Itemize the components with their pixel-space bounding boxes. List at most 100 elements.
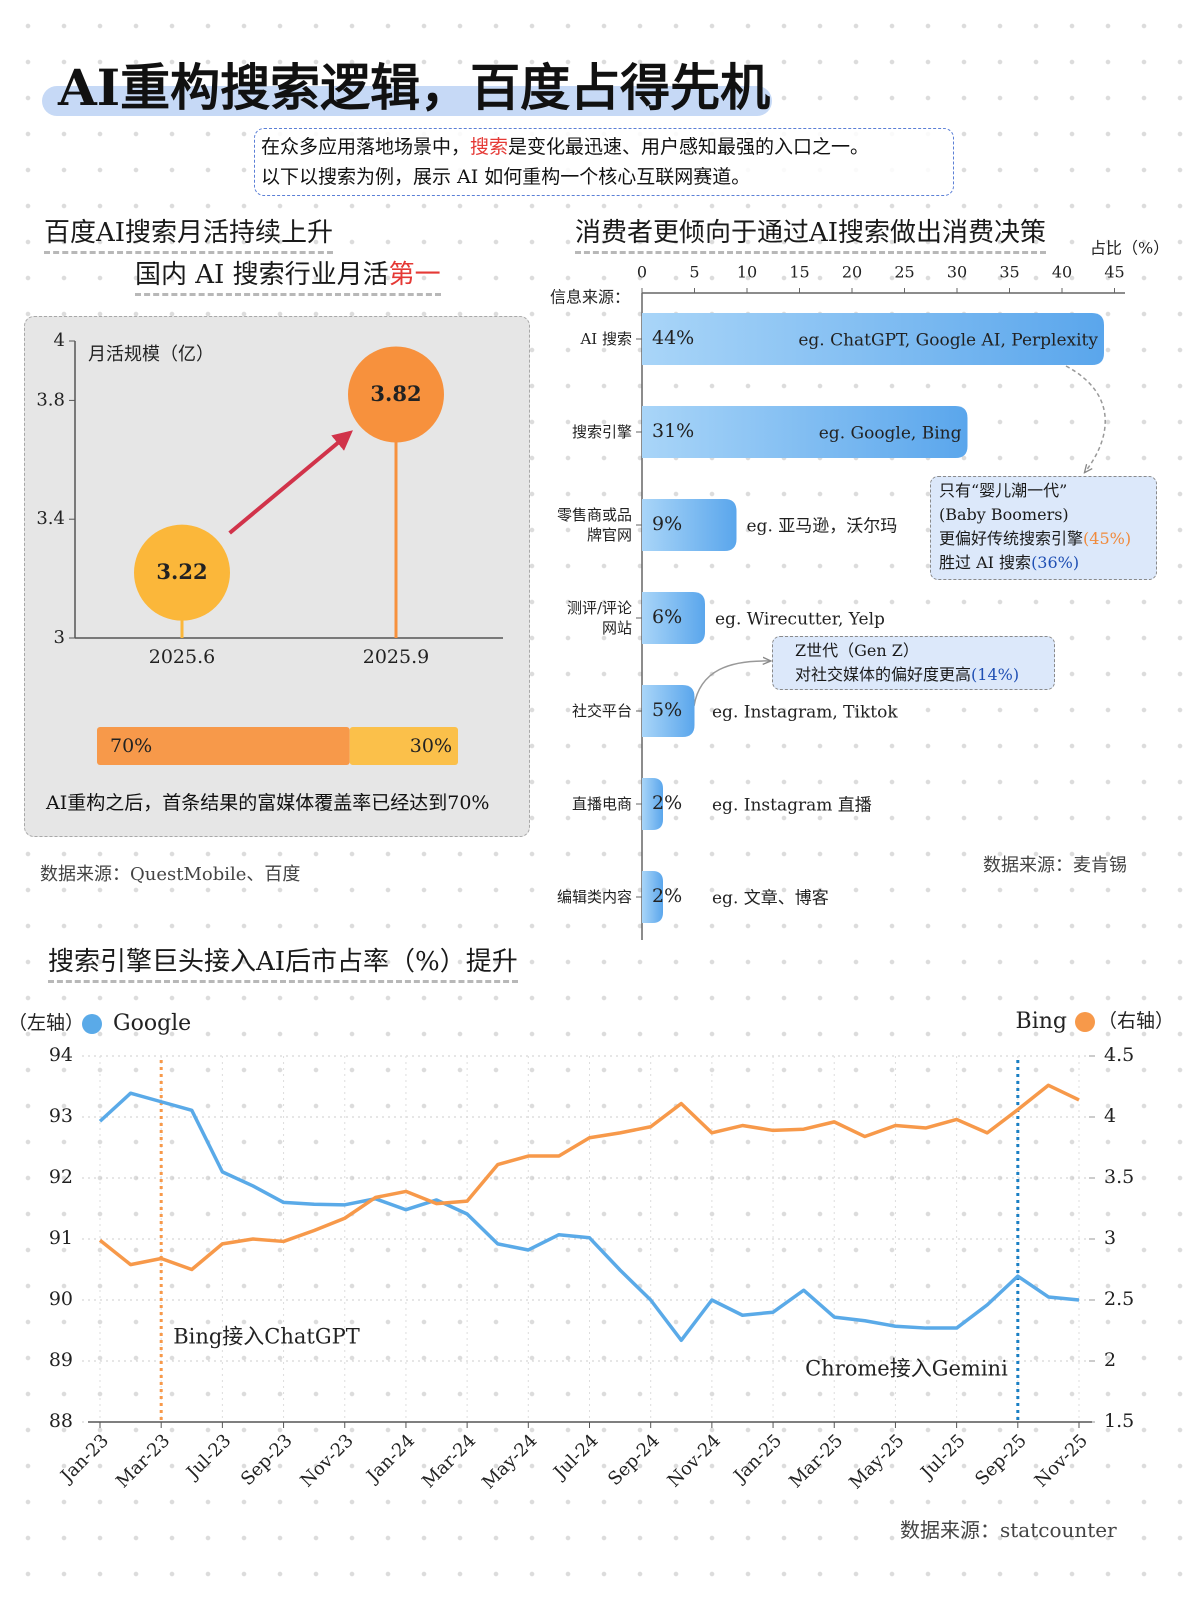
section-title: 消费者更倾向于通过AI搜索做出消费决策 — [575, 212, 1047, 254]
y-tick-label: 社交平台 — [571, 702, 632, 720]
callout-line: 只有“婴儿潮一代” — [939, 481, 1068, 500]
x-tick-label: 20 — [842, 263, 862, 282]
y2-tick-label: 2 — [1104, 1349, 1116, 1371]
bar-example: eg. Instagram, Tiktok — [712, 703, 898, 723]
y-tick-label: 92 — [49, 1166, 73, 1188]
callout-highlight: (45%) — [1083, 529, 1132, 548]
x-tick-label: 5 — [689, 263, 699, 282]
bar — [642, 499, 737, 551]
x-tick-label: May-25 — [845, 1430, 908, 1493]
x-tick-label: Jan-23 — [55, 1430, 113, 1488]
y-tick-label: AI 搜索 — [580, 330, 632, 348]
legend-label: Bing — [1016, 1009, 1067, 1034]
x-tick-label: Sep-23 — [237, 1430, 297, 1490]
value-label: 3.82 — [370, 381, 421, 406]
callout-line: 更偏好传统搜索引擎(45%) — [939, 527, 1148, 551]
intro: 在众多应用落地场景中，搜索是变化最迅速、用户感知最强的入口之一。 以下以搜索为例… — [254, 128, 954, 196]
legend-marker — [82, 1014, 102, 1034]
intro-line: 以下以搜索为例，展示 AI 如何重构一个核心互联网赛道。 — [261, 166, 751, 188]
bar-example: eg. 文章、博客 — [712, 889, 829, 909]
x-tick-label: Sep-24 — [604, 1430, 664, 1490]
y-tick-label: 93 — [49, 1105, 73, 1127]
x-tick-label: Jul-24 — [548, 1430, 602, 1484]
y-tick-label: 3.4 — [36, 508, 65, 529]
callout-connector — [693, 661, 770, 707]
y-tick-label: 3 — [54, 627, 65, 648]
callout-line: 对社交媒体的偏好度更高(14%) — [795, 663, 1032, 687]
bar — [642, 778, 663, 830]
intro-highlight: 搜索 — [470, 136, 509, 158]
section-title: 搜索引擎巨头接入AI后市占率（%）提升 — [48, 941, 518, 983]
value-label: 44% — [652, 327, 694, 349]
x-tick-label: 15 — [789, 263, 809, 282]
callout-text: 胜过 AI 搜索 — [939, 553, 1032, 572]
x-tick-label: 0 — [637, 263, 647, 282]
legend-marker — [1075, 1012, 1095, 1032]
x-tick-label: Mar-23 — [112, 1430, 174, 1492]
annotation: Chrome接入Gemini — [805, 1357, 1008, 1381]
y2-tick-label: 4 — [1104, 1105, 1116, 1127]
share-segment — [349, 727, 458, 765]
y2-tick-label: 4.5 — [1104, 1044, 1134, 1066]
x-tick-label: Jul-25 — [916, 1430, 970, 1484]
y-tick-label: 91 — [49, 1227, 73, 1249]
y2-tick-label: 3 — [1104, 1227, 1116, 1249]
axis-label: 占比（%） — [1090, 239, 1169, 258]
value-label: 2% — [652, 792, 682, 814]
x-tick-label: Sep-25 — [971, 1430, 1031, 1490]
value-label: 9% — [652, 513, 682, 535]
callout: Z世代（Gen Z） 对社交媒体的偏好度更高(14%) — [772, 636, 1055, 690]
y-tick-label: 测评/评论网站 — [566, 599, 632, 637]
axis-label: （左轴） — [8, 1012, 84, 1034]
callout-text: 更偏好传统搜索引擎 — [939, 529, 1084, 548]
intro-text: 在众多应用落地场景中， — [261, 136, 471, 158]
x-tick-label: 40 — [1052, 263, 1072, 282]
y-tick-label: 搜索引擎 — [571, 423, 632, 441]
y2-tick-label: 3.5 — [1104, 1166, 1134, 1188]
bubble — [348, 346, 444, 443]
x-tick-label: Mar-25 — [785, 1430, 847, 1492]
intro-text: 是变化最迅速、用户感知最强的入口之一。 — [508, 136, 870, 158]
bar-example: eg. 亚马逊，沃尔玛 — [747, 517, 898, 537]
y-tick-label: 88 — [49, 1410, 73, 1432]
bar — [642, 406, 968, 458]
value-label: 2% — [652, 885, 682, 907]
value-label: 5% — [652, 699, 682, 721]
bar-example: eg. Wirecutter, Yelp — [715, 610, 885, 630]
x-tick-label: Jul-23 — [181, 1430, 235, 1484]
value-label: 70% — [110, 735, 152, 757]
title-highlight — [42, 86, 772, 116]
x-tick-label: 2025.6 — [149, 646, 215, 668]
x-tick-label: 45 — [1104, 263, 1124, 282]
callout: 只有“婴儿潮一代” (Baby Boomers) 更偏好传统搜索引擎(45%) … — [930, 476, 1157, 580]
subtitle-highlight: 第一 — [388, 260, 441, 290]
page-title: AI重构搜索逻辑，百度占得先机 — [58, 58, 771, 117]
legend-label: Google — [113, 1011, 191, 1036]
x-tick-label: Jan-24 — [361, 1430, 419, 1488]
value-label: 30% — [410, 735, 452, 757]
bar-example: eg. Instagram 直播 — [712, 796, 872, 816]
x-tick-label: May-24 — [478, 1430, 541, 1493]
value-label: 31% — [652, 420, 694, 442]
x-tick-label: 2025.9 — [363, 646, 429, 668]
x-tick-label: 10 — [737, 263, 757, 282]
bar-example: eg. Google, Bing — [819, 424, 962, 444]
bar — [642, 685, 695, 737]
source: 数据来源：麦肯锡 — [983, 855, 1127, 876]
x-tick-label: Nov-23 — [296, 1430, 357, 1491]
section-title: 百度AI搜索月活持续上升 — [44, 212, 334, 254]
axis-label: 月活规模（亿） — [88, 344, 214, 365]
bar-example: eg. ChatGPT, Google AI, Perplexity — [798, 331, 1098, 351]
section-subtitle: 国内 AI 搜索行业月活第一 — [135, 254, 441, 296]
source: 数据来源：statcounter — [900, 1518, 1117, 1542]
axis-label: （右轴） — [1098, 1010, 1174, 1032]
x-tick-label: 30 — [947, 263, 967, 282]
y-tick-label: 4 — [54, 330, 65, 351]
share-segment — [97, 727, 350, 765]
intro-line: 在众多应用落地场景中，搜索是变化最迅速、用户感知最强的入口之一。 — [261, 132, 947, 162]
x-tick-label: Jan-25 — [728, 1430, 786, 1488]
y-tick-label: 94 — [49, 1044, 73, 1066]
x-tick-label: 25 — [894, 263, 914, 282]
y-tick-label: 编辑类内容 — [556, 888, 632, 906]
